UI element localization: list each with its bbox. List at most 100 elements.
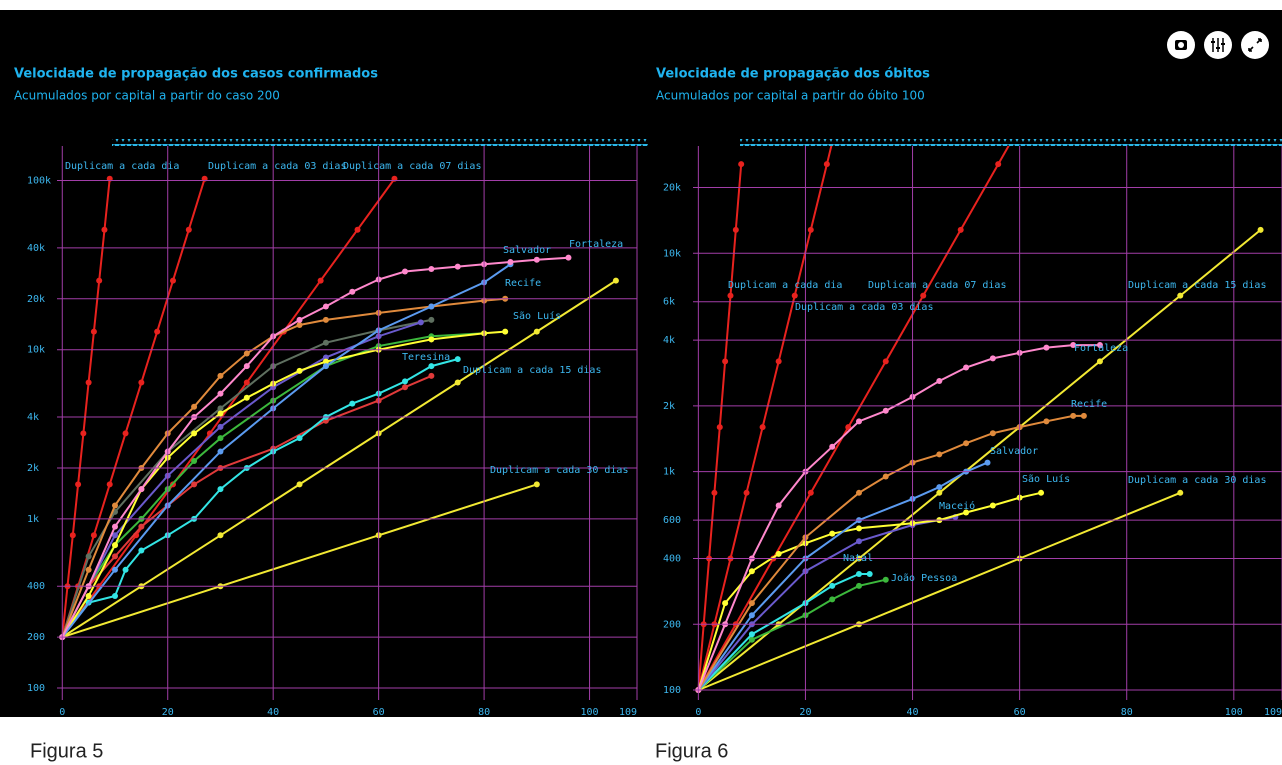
data-point [502,328,509,335]
data-point [454,356,461,363]
data-point [748,631,755,638]
toolbar [1167,31,1269,59]
series-label: Fortaleza [569,239,623,250]
data-point [748,568,755,575]
data-point [1070,342,1077,349]
data-point [96,277,103,284]
data-point [1080,412,1087,419]
chart-subtitle: Acumulados por capital a partir do caso … [14,89,280,103]
data-point [112,532,118,539]
data-point [732,226,739,233]
data-point [829,530,836,537]
data-point [1043,344,1050,351]
data-point [920,292,927,299]
data-point [322,358,329,365]
data-point [984,459,991,466]
data-point [191,481,198,488]
data-point [738,161,745,168]
data-point [963,440,970,447]
data-point [1096,342,1103,349]
series-label: Duplicam a cada 15 dias [463,365,601,376]
data-point [791,292,798,299]
x-tick-label: 0 [695,707,701,718]
data-point [428,363,435,370]
data-point [90,328,97,335]
x-tick-label: 100 [1225,707,1243,718]
data-point [85,566,92,573]
data-point [217,410,224,417]
data-point [85,553,92,560]
data-point [989,502,996,509]
series-label: Salvador [990,446,1038,457]
data-point [936,484,943,491]
y-tick-label: 4k [663,335,675,346]
series-label: Duplicam a cada 30 dias [1128,475,1266,486]
data-point [748,600,755,607]
x-tick-label: 109 [619,707,637,718]
data-point [90,532,97,539]
data-point [845,424,852,431]
data-point [748,636,755,643]
y-tick-label: 100k [27,176,51,187]
data-point [217,448,224,455]
data-point [402,384,408,391]
data-point [417,319,424,326]
series-line [61,178,111,638]
data-point [428,303,435,310]
data-point [454,379,461,386]
data-point [722,358,729,365]
data-point [154,328,161,335]
series-line [697,146,833,691]
data-point [507,258,514,265]
data-point [989,355,996,362]
data-point [711,489,718,496]
data-point [428,265,435,272]
range-strip [740,139,1282,146]
settings-button[interactable] [1204,31,1232,59]
series-label: Fortaleza [1074,343,1128,354]
data-point [759,424,766,431]
series-line [61,178,206,638]
data-point [296,316,303,323]
data-point [138,486,145,493]
data-point [317,277,324,284]
fullscreen-button[interactable] [1241,31,1269,59]
camera-button[interactable] [1167,31,1195,59]
data-point [727,292,734,299]
series-label: Duplicam a cada 15 dias [1128,280,1266,291]
data-point [1177,489,1184,496]
data-point [185,226,192,233]
data-point [112,593,118,600]
series-label: São Luís [1022,473,1070,485]
data-point [191,403,198,410]
x-tick-label: 20 [162,707,174,718]
data-point [807,489,814,496]
data-point [716,424,723,431]
data-point [936,489,943,496]
data-point [322,339,329,346]
x-tick-label: 40 [907,707,919,718]
data-point [322,354,329,361]
y-tick-label: 1k [27,514,39,525]
series-line [697,461,988,691]
caption: Figura 5 [30,740,103,762]
data-point [322,303,329,310]
data-point [855,489,862,496]
series-label: Recife [505,278,541,289]
y-tick-label: 200 [663,619,681,630]
chart-title: Velocidade de propagação dos óbitos [656,67,930,82]
y-tick-label: 10k [27,345,45,356]
x-tick-label: 20 [799,707,811,718]
series-label: São Luís [513,310,561,322]
x-tick-label: 80 [478,707,490,718]
data-point [122,430,129,437]
data-point [533,481,540,488]
data-point [296,481,303,488]
data-point [1043,418,1050,425]
data-point [1096,358,1103,365]
data-point [829,443,836,450]
data-point [882,473,889,480]
data-point [533,328,540,335]
data-point [191,457,198,464]
data-point [936,451,943,458]
